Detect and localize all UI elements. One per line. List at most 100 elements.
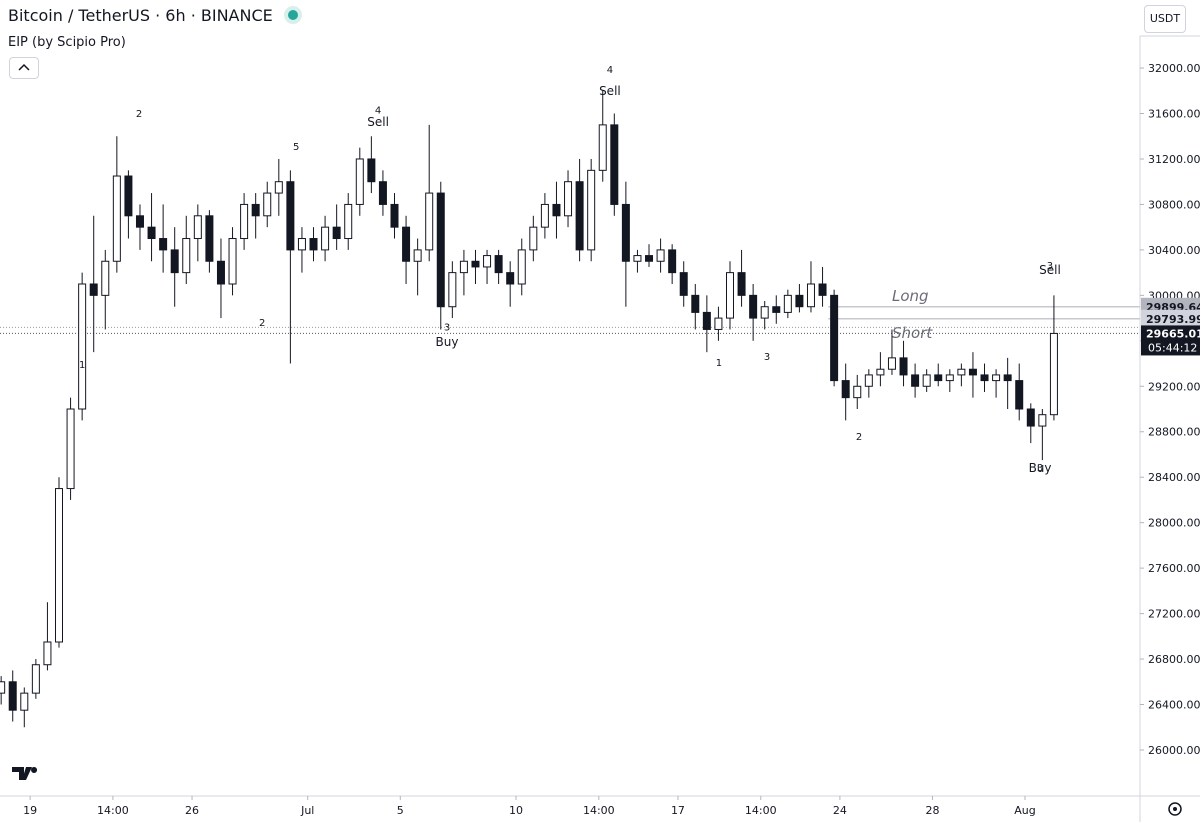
x-tick-label: Jul — [300, 804, 314, 817]
annotation: 4 — [607, 65, 613, 76]
candle-body — [945, 374, 954, 382]
candle-body — [448, 272, 457, 308]
candle-body — [425, 192, 434, 251]
candle-body — [321, 226, 330, 251]
chart-title: Bitcoin / TetherUS · 6h · BINANCE — [8, 6, 298, 25]
zone-label: Short — [892, 324, 933, 342]
candle-body — [795, 294, 804, 308]
y-tick-label: 27600.00 — [1148, 562, 1200, 575]
candle-body — [1026, 408, 1035, 427]
candle-body — [367, 158, 376, 183]
candle-body — [274, 181, 283, 194]
candle-body — [112, 175, 121, 262]
candle-body — [725, 272, 734, 319]
annotation: 3 — [1037, 463, 1043, 474]
candle-body — [0, 681, 6, 694]
logo — [12, 767, 38, 780]
last-price-bg — [1141, 325, 1200, 356]
x-tick-label: 14:00 — [745, 804, 777, 817]
candle-body — [853, 385, 862, 399]
y-tick-label: 30800.00 — [1148, 198, 1200, 211]
y-tick-label: 28800.00 — [1148, 426, 1200, 439]
candle-body — [240, 203, 249, 240]
candle-body — [251, 203, 260, 217]
zone-label: Long — [892, 287, 929, 305]
candle-body — [436, 192, 445, 308]
candle-body — [124, 175, 133, 217]
candle-body — [760, 306, 769, 319]
candle-body — [8, 681, 17, 711]
logo-mark — [12, 767, 38, 780]
annotation: 2 — [856, 432, 862, 443]
candle-body — [598, 124, 607, 171]
x-tick-label: 5 — [397, 804, 404, 817]
candle-body — [656, 249, 665, 262]
annotation: Sell — [599, 84, 621, 98]
candle-body — [679, 272, 688, 296]
x-tick-label: 24 — [833, 804, 847, 817]
candle-body — [483, 255, 492, 268]
candle-body — [876, 368, 885, 376]
annotation: 3 — [1047, 261, 1053, 272]
candle-body — [621, 203, 630, 262]
annotation: Buy — [436, 335, 459, 349]
candle-body — [182, 238, 191, 274]
candle-body — [286, 181, 295, 251]
x-tick-label: 28 — [925, 804, 939, 817]
annotation: 2 — [136, 109, 142, 120]
candle-body — [89, 283, 98, 296]
candle-body — [564, 181, 573, 217]
countdown: 05:44:12 — [1148, 341, 1197, 354]
candle-body — [517, 249, 526, 285]
candle-body — [702, 311, 711, 330]
indicator: EIP (by Scipio Pro) — [8, 35, 126, 50]
candle-body — [205, 215, 214, 262]
collapse-button[interactable] — [9, 57, 39, 79]
candle-body — [691, 294, 700, 313]
x-tick-label: 14:00 — [583, 804, 615, 817]
y-tick-label: 26800.00 — [1148, 653, 1200, 666]
candle-body — [309, 238, 318, 251]
candle-body — [55, 488, 64, 643]
annotation: 3 — [764, 352, 770, 363]
candle-body — [413, 249, 422, 262]
y-tick-label: 31200.00 — [1148, 153, 1200, 166]
candle-body — [78, 283, 87, 410]
candle-body — [806, 283, 815, 308]
y-tick-label: 27200.00 — [1148, 608, 1200, 621]
candle-body — [575, 181, 584, 251]
candle-body — [552, 203, 561, 217]
candle-body — [818, 283, 827, 296]
annotation: Sell — [1039, 263, 1061, 277]
x-tick-label: 26 — [185, 804, 199, 817]
candle-body — [645, 255, 654, 262]
candle-body — [899, 357, 908, 376]
annotation: 1 — [79, 360, 85, 371]
candle-body — [344, 203, 353, 240]
candle-body — [20, 692, 29, 711]
annotation: Sell — [367, 115, 389, 129]
candle-body — [170, 249, 179, 274]
candle-body — [459, 260, 468, 274]
candle-body — [494, 255, 503, 274]
candle-body — [1003, 374, 1012, 382]
candle-body — [749, 294, 758, 319]
candle-body — [332, 226, 341, 240]
candle-body — [934, 374, 943, 382]
annotation: 4 — [375, 106, 381, 117]
y-tick-label: 26000.00 — [1148, 744, 1200, 757]
candle-body — [263, 192, 272, 217]
candle-body — [390, 203, 399, 228]
candle-body — [968, 368, 977, 376]
candle-body — [830, 294, 839, 382]
currency-button[interactable]: USDT — [1144, 5, 1186, 33]
price-label-bg — [1141, 309, 1200, 327]
settings-dot — [1173, 807, 1177, 811]
x-tick-label: Aug — [1014, 804, 1035, 817]
candle-body — [737, 272, 746, 296]
candle-body — [135, 215, 144, 228]
candle-body — [992, 374, 1001, 382]
candle-body — [864, 374, 873, 387]
status-dot — [287, 10, 298, 20]
